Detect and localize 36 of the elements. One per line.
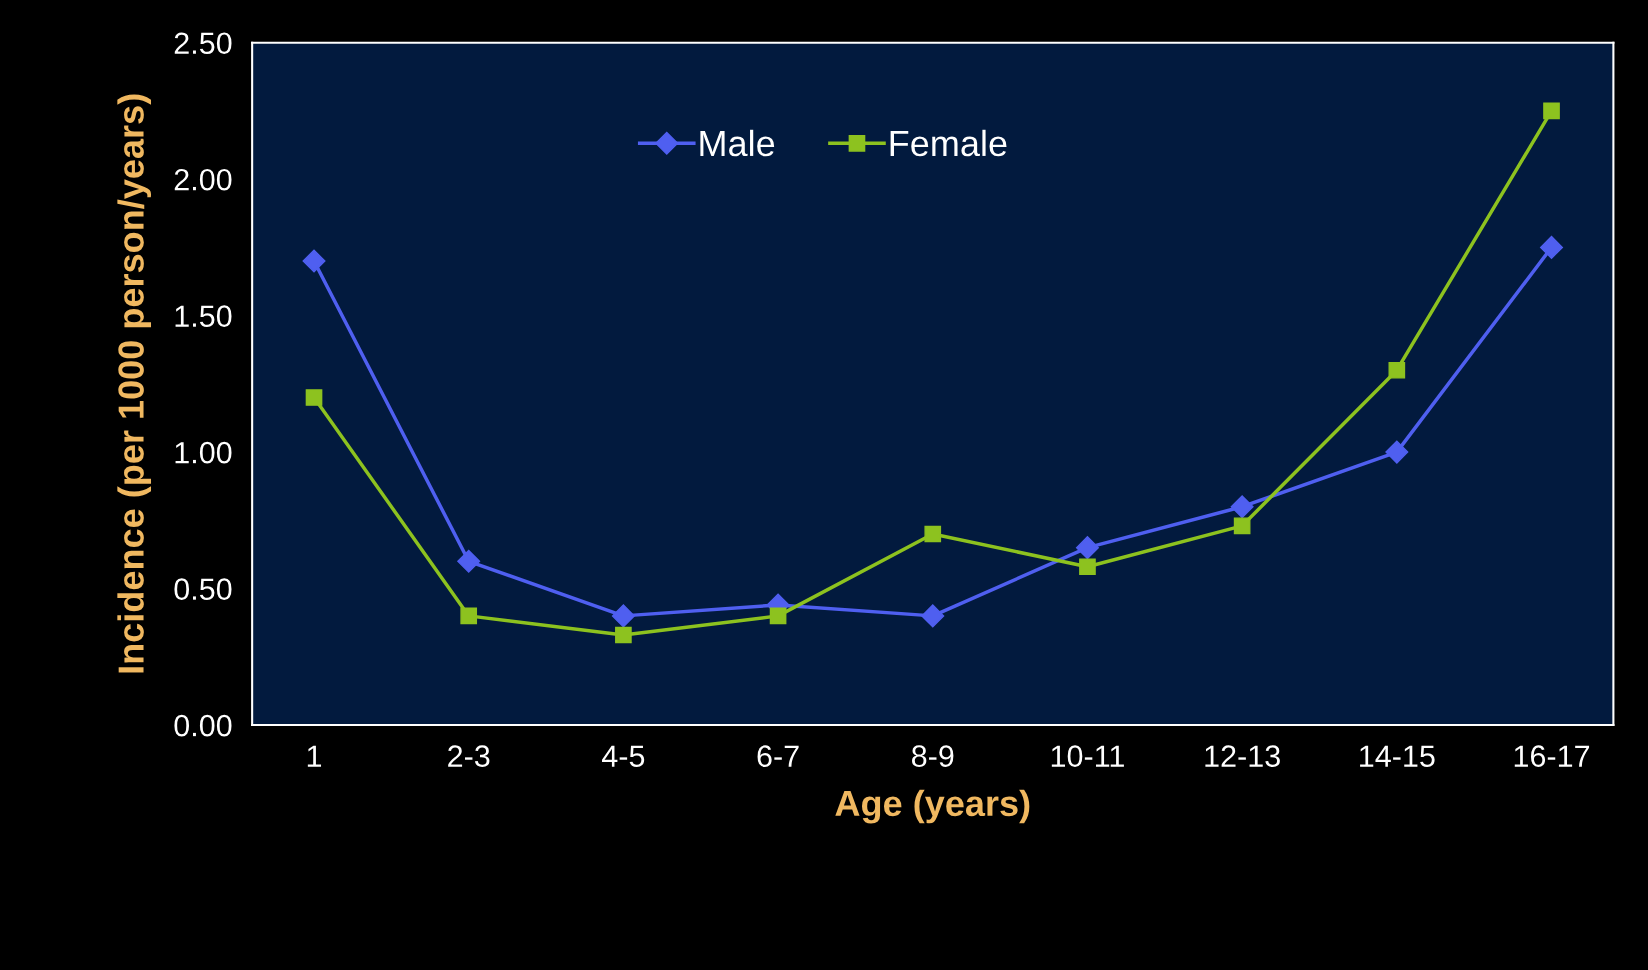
x-tick-label: 2-3 <box>448 745 490 767</box>
point <box>460 607 478 625</box>
point <box>1075 536 1099 560</box>
point <box>305 389 323 406</box>
point <box>1079 558 1096 576</box>
legend-label: Male <box>700 129 775 157</box>
y-tick-label: 2.00 <box>174 168 232 191</box>
point <box>611 604 635 628</box>
point <box>924 525 942 543</box>
y-tick-label: 0.50 <box>174 578 232 600</box>
x-tick-label: 8-9 <box>912 745 954 767</box>
x-tick-label: 6-7 <box>757 745 799 767</box>
x-tick-label: 1 <box>307 745 322 767</box>
point <box>457 549 481 573</box>
x-tick-label: 12-13 <box>1205 745 1280 767</box>
point <box>921 604 945 628</box>
y-tick-label: 1.50 <box>175 305 232 328</box>
point <box>615 626 632 644</box>
y-tick-label: 1.00 <box>175 441 232 464</box>
legend-label: Female <box>890 129 1007 157</box>
point <box>1388 361 1406 379</box>
x-tick-label: 4-5 <box>602 745 645 767</box>
x-tick-label: 10-11 <box>1051 745 1124 767</box>
point <box>1540 235 1564 259</box>
x-axis-title: Age (years) <box>835 789 1030 824</box>
x-tick-label: 14-15 <box>1360 745 1435 767</box>
point <box>1543 102 1560 120</box>
point <box>302 249 326 273</box>
y-axis-title: Incidence (per 1000 person/years) <box>117 94 152 673</box>
y-tick-label: 0.00 <box>174 714 232 737</box>
point <box>1230 495 1254 519</box>
y-tick-label: 2.50 <box>174 32 232 55</box>
point <box>769 607 787 625</box>
x-tick-label: 16-17 <box>1514 745 1590 767</box>
point <box>1233 517 1251 535</box>
point <box>1385 440 1409 464</box>
